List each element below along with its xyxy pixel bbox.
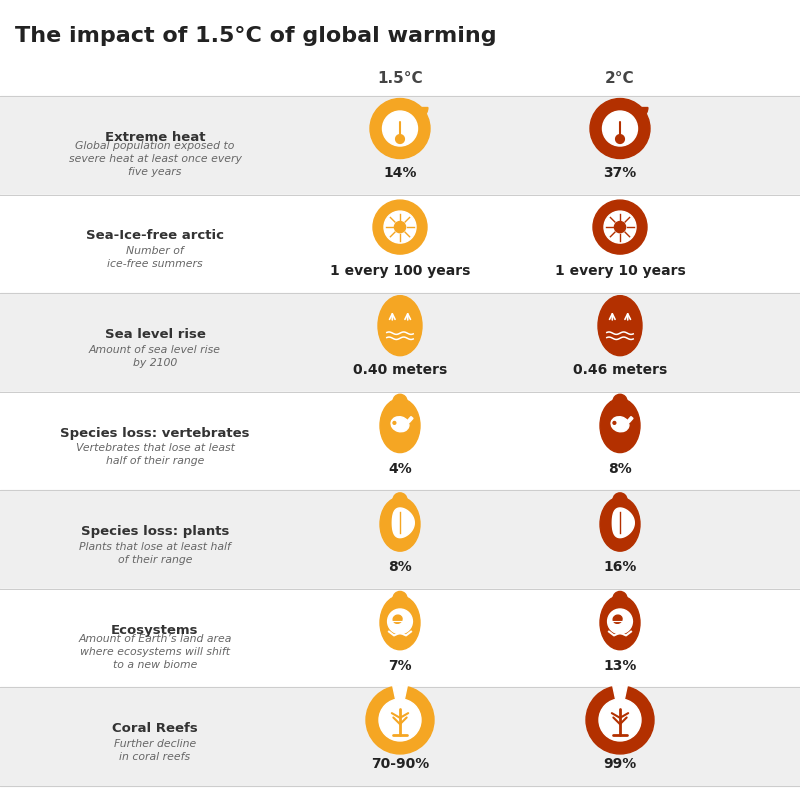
Text: 16%: 16% xyxy=(603,560,637,574)
Text: The impact of 1.5°C of global warming: The impact of 1.5°C of global warming xyxy=(15,26,497,46)
Text: 37%: 37% xyxy=(603,166,637,180)
Ellipse shape xyxy=(600,498,640,551)
Circle shape xyxy=(370,99,430,158)
Ellipse shape xyxy=(391,417,409,432)
Text: 1.5°C: 1.5°C xyxy=(377,71,423,86)
Circle shape xyxy=(614,221,626,233)
Text: 0.40 meters: 0.40 meters xyxy=(353,363,447,377)
Ellipse shape xyxy=(380,596,420,649)
Wedge shape xyxy=(405,104,428,119)
Text: 1 every 10 years: 1 every 10 years xyxy=(554,264,686,278)
Text: Coral Reefs: Coral Reefs xyxy=(112,722,198,736)
Polygon shape xyxy=(392,508,414,538)
FancyBboxPatch shape xyxy=(0,490,800,589)
Text: 8%: 8% xyxy=(388,560,412,574)
Text: Amount of sea level rise
by 2100: Amount of sea level rise by 2100 xyxy=(89,345,221,368)
Wedge shape xyxy=(393,592,407,599)
Circle shape xyxy=(396,134,404,143)
Circle shape xyxy=(387,609,413,634)
Wedge shape xyxy=(613,592,627,599)
FancyBboxPatch shape xyxy=(0,195,800,293)
Wedge shape xyxy=(625,104,648,119)
Circle shape xyxy=(394,221,406,233)
Wedge shape xyxy=(613,685,627,720)
Text: Further decline
in coral reefs: Further decline in coral reefs xyxy=(114,739,196,762)
Ellipse shape xyxy=(378,296,422,356)
Wedge shape xyxy=(393,394,407,401)
Wedge shape xyxy=(613,493,627,500)
Text: Number of
ice-free summers: Number of ice-free summers xyxy=(107,246,203,269)
Wedge shape xyxy=(393,493,407,500)
Text: Vertebrates that lose at least
half of their range: Vertebrates that lose at least half of t… xyxy=(75,444,234,466)
Text: 99%: 99% xyxy=(603,757,637,771)
Ellipse shape xyxy=(600,596,640,649)
FancyArrow shape xyxy=(627,417,633,422)
Circle shape xyxy=(590,99,650,158)
Ellipse shape xyxy=(380,498,420,551)
Text: 2°C: 2°C xyxy=(605,71,635,86)
Circle shape xyxy=(393,422,396,424)
Text: Ecosystems: Ecosystems xyxy=(111,624,198,637)
Circle shape xyxy=(586,686,654,754)
Circle shape xyxy=(602,111,638,146)
Text: 14%: 14% xyxy=(383,166,417,180)
Ellipse shape xyxy=(600,399,640,452)
FancyArrow shape xyxy=(407,417,413,422)
Circle shape xyxy=(384,211,416,243)
Circle shape xyxy=(379,699,421,741)
Text: 4%: 4% xyxy=(388,462,412,475)
Circle shape xyxy=(373,200,427,254)
Text: Plants that lose at least half
of their range: Plants that lose at least half of their … xyxy=(79,542,231,565)
Polygon shape xyxy=(612,508,634,538)
Text: 1 every 100 years: 1 every 100 years xyxy=(330,264,470,278)
Circle shape xyxy=(366,686,434,754)
FancyBboxPatch shape xyxy=(0,293,800,392)
Ellipse shape xyxy=(598,296,642,356)
Text: 70-90%: 70-90% xyxy=(371,757,429,771)
Ellipse shape xyxy=(393,615,402,623)
Ellipse shape xyxy=(613,615,622,623)
Circle shape xyxy=(599,699,641,741)
Text: Extreme heat: Extreme heat xyxy=(105,131,206,144)
FancyBboxPatch shape xyxy=(0,96,800,195)
Circle shape xyxy=(604,211,636,243)
Text: 7%: 7% xyxy=(388,659,412,672)
Circle shape xyxy=(616,134,624,143)
Text: 8%: 8% xyxy=(608,462,632,475)
Text: Sea-Ice-free arctic: Sea-Ice-free arctic xyxy=(86,229,224,243)
Text: Species loss: vertebrates: Species loss: vertebrates xyxy=(60,426,250,440)
Text: Global population exposed to
severe heat at least once every
five years: Global population exposed to severe heat… xyxy=(69,142,242,177)
FancyBboxPatch shape xyxy=(0,687,800,786)
Circle shape xyxy=(593,200,647,254)
FancyBboxPatch shape xyxy=(0,589,800,687)
Text: 13%: 13% xyxy=(603,659,637,672)
Text: Amount of Earth’s land area
where ecosystems will shift
to a new biome: Amount of Earth’s land area where ecosys… xyxy=(78,634,232,670)
FancyBboxPatch shape xyxy=(0,392,800,490)
Circle shape xyxy=(608,609,632,634)
Text: Sea level rise: Sea level rise xyxy=(105,328,206,341)
Circle shape xyxy=(613,422,616,424)
Ellipse shape xyxy=(380,399,420,452)
Wedge shape xyxy=(613,394,627,401)
Ellipse shape xyxy=(611,417,629,432)
Circle shape xyxy=(382,111,418,146)
Text: 0.46 meters: 0.46 meters xyxy=(573,363,667,377)
Text: Species loss: plants: Species loss: plants xyxy=(81,525,229,538)
Wedge shape xyxy=(393,685,407,720)
